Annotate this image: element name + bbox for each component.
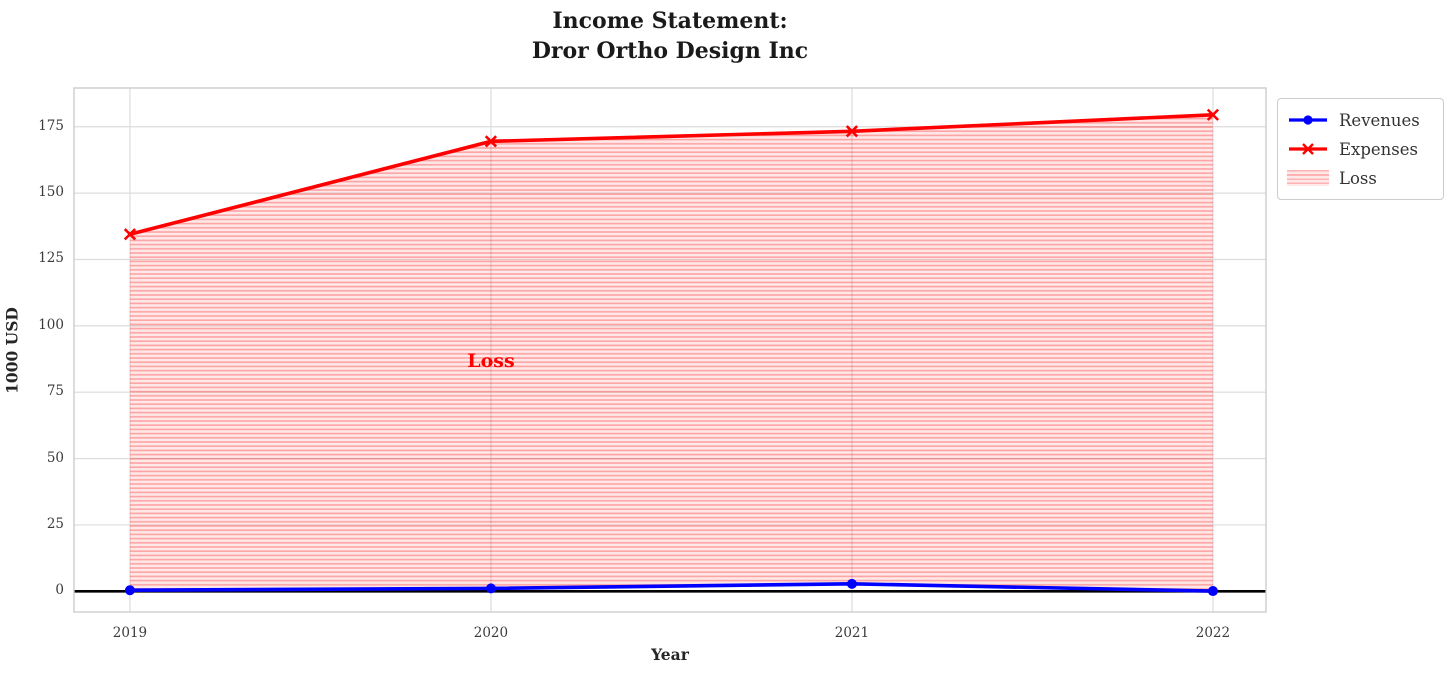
legend-label-expenses: Expenses [1339, 139, 1419, 159]
revenues-legend-marker [1289, 115, 1327, 125]
legend-label-loss: Loss [1339, 168, 1377, 188]
chart-title: Income Statement: Dror Ortho Design Inc [74, 6, 1266, 66]
legend-item-expenses: Expenses [1287, 137, 1433, 161]
revenues-marker [485, 583, 496, 594]
revenues-marker [846, 578, 857, 589]
loss-annotation: Loss [467, 350, 515, 372]
loss-legend-swatch [1287, 170, 1329, 186]
expenses-legend-marker [1289, 143, 1327, 155]
y-tick-label: 175 [38, 117, 64, 134]
y-tick-label: 125 [38, 250, 64, 267]
chart-title-line2: Dror Ortho Design Inc [531, 38, 809, 64]
y-tick-label: 0 [55, 582, 64, 599]
chart-title-line1: Income Statement: [552, 8, 788, 34]
expenses-marker [123, 228, 137, 241]
legend-item-revenues: Revenues [1287, 108, 1433, 132]
x-tick-label: 2022 [1195, 625, 1231, 641]
expenses-line [128, 113, 1215, 237]
x-tick-label: 2021 [834, 625, 870, 641]
y-axis-label: 1000 USD [2, 307, 22, 394]
expenses-marker [484, 135, 498, 148]
legend-label-revenues: Revenues [1339, 110, 1420, 130]
revenues-marker [1207, 586, 1218, 597]
x-axis-label: Year [651, 645, 689, 664]
expenses-marker [1206, 108, 1220, 121]
y-tick-label: 25 [46, 515, 64, 532]
revenues-marker [124, 585, 135, 596]
expenses-marker [845, 125, 859, 138]
revenues-line [128, 582, 1215, 593]
y-tick-label: 150 [38, 184, 64, 201]
legend-item-loss: Loss [1287, 166, 1433, 190]
legend: Revenues Expenses Loss [1277, 98, 1444, 200]
y-tick-label: 75 [46, 383, 64, 400]
y-tick-label: 50 [46, 449, 64, 466]
plot-border [73, 87, 1267, 613]
y-tick-label: 100 [38, 316, 64, 333]
x-tick-label: 2019 [112, 625, 148, 641]
x-tick-label: 2020 [473, 625, 509, 641]
loss-area [129, 114, 1213, 592]
